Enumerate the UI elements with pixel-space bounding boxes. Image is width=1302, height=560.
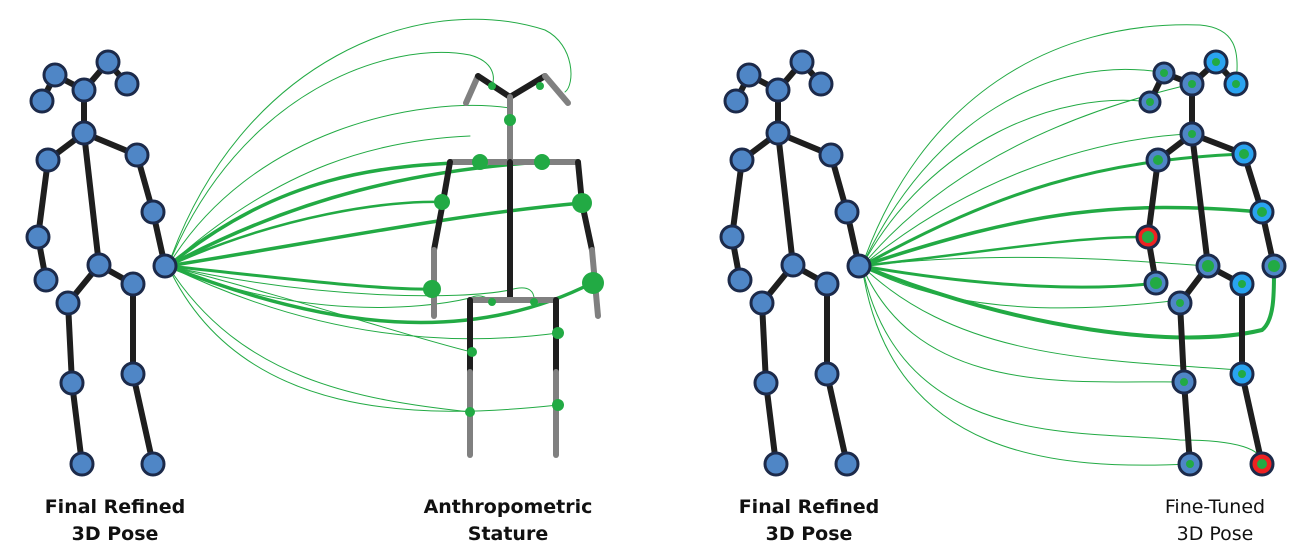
caption-line: Fine-Tuned bbox=[1164, 496, 1266, 518]
fine-tuned-pose bbox=[1135, 49, 1287, 477]
caption-line: Final Refined bbox=[44, 496, 186, 518]
caption-final-refined-left: Final Refined 3D Pose bbox=[20, 494, 210, 548]
final-refined-pose-middle bbox=[719, 49, 872, 477]
caption-anthropometric-stature: Anthropometric Stature bbox=[410, 494, 606, 548]
caption-line: 3D Pose bbox=[1176, 523, 1254, 545]
connections-stature bbox=[166, 18, 594, 413]
caption-fine-tuned: Fine-Tuned 3D Pose bbox=[1140, 494, 1290, 548]
caption-line: Anthropometric bbox=[423, 496, 593, 518]
final-refined-pose-left bbox=[25, 49, 178, 477]
connections-finetuned bbox=[860, 24, 1277, 466]
caption-line: Stature bbox=[467, 523, 549, 545]
caption-line: 3D Pose bbox=[765, 523, 853, 545]
caption-line: Final Refined bbox=[738, 496, 880, 518]
caption-line: 3D Pose bbox=[71, 523, 159, 545]
caption-final-refined-middle: Final Refined 3D Pose bbox=[714, 494, 904, 548]
anthropometric-stature-figure bbox=[423, 73, 604, 458]
